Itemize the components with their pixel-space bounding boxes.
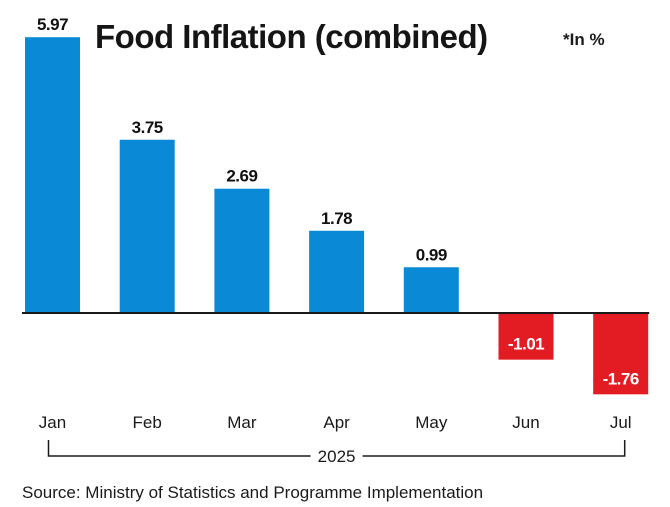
value-label-feb: 3.75 xyxy=(132,118,163,137)
bar-jul xyxy=(593,313,649,395)
value-label-apr: 1.78 xyxy=(321,209,352,228)
value-label-mar: 2.69 xyxy=(226,167,257,186)
category-label-jul: Jul xyxy=(610,413,632,432)
bracket-left-line xyxy=(47,440,311,457)
category-label-mar: Mar xyxy=(227,413,257,432)
value-label-jun: -1.01 xyxy=(508,335,544,354)
bar-mar xyxy=(214,188,270,313)
category-label-apr: Apr xyxy=(323,413,350,432)
value-label-jul: -1.76 xyxy=(603,369,639,388)
chart-title: Food Inflation (combined) xyxy=(95,18,488,55)
bar-jun xyxy=(498,313,554,360)
category-label-jan: Jan xyxy=(39,413,66,432)
bar-jan xyxy=(25,37,80,313)
bars-group xyxy=(25,37,649,395)
year-label: 2025 xyxy=(318,447,356,466)
year-bracket: 2025 xyxy=(47,440,626,466)
category-labels-group: Jan Feb Mar Apr May Jun Jul xyxy=(39,413,632,432)
value-label-jan: 5.97 xyxy=(37,15,68,34)
source-note: Source: Ministry of Statistics and Progr… xyxy=(22,483,483,502)
bracket-right-line xyxy=(362,440,626,457)
category-label-jun: Jun xyxy=(512,413,539,432)
value-label-may: 0.99 xyxy=(416,245,447,264)
bar-may xyxy=(403,267,459,313)
value-labels-group: 5.97 3.75 2.69 1.78 0.99 -1.01 -1.76 xyxy=(37,15,639,388)
category-label-feb: Feb xyxy=(133,413,162,432)
category-label-may: May xyxy=(415,413,448,432)
unit-note: *In % xyxy=(563,30,605,49)
bar-feb xyxy=(119,139,175,313)
bar-apr xyxy=(309,230,365,313)
